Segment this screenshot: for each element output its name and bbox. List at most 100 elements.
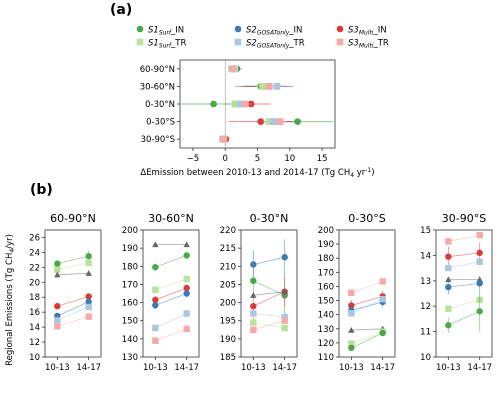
- connector-line: [448, 252, 480, 258]
- series-S2_TR: [348, 295, 386, 317]
- data-point: [85, 252, 92, 260]
- data-point: [348, 344, 355, 352]
- data-point: [152, 286, 159, 294]
- connector-line: [448, 310, 480, 326]
- data-point: [220, 135, 228, 143]
- x-tick-label: 14-17: [272, 363, 297, 373]
- legend-marker: [336, 25, 344, 33]
- data-point: [281, 254, 288, 261]
- subplot-5: 30-90°S 10 11 12 13 14 15 10-13 14-17: [420, 212, 493, 373]
- subplot-3: 0-30°N 185 190 195 200 205 210 215 220 10-13 14-17: [220, 212, 298, 373]
- data-point: [152, 296, 159, 304]
- y-axis-label: Regional Emissions (Tg CH4/yr): [5, 234, 16, 366]
- connector-line: [448, 261, 480, 269]
- data-point: [445, 322, 452, 329]
- connector-line: [253, 256, 285, 265]
- y-tick-label: 0-30°S: [146, 118, 175, 128]
- connector-line: [57, 262, 89, 270]
- x-axis-label: ΔEmission between 2010-13 and 2014-17 (T…: [140, 167, 374, 179]
- y-tick-label: 180: [122, 262, 138, 272]
- y-tick-label: 12: [29, 338, 40, 348]
- data-point: [183, 325, 190, 333]
- series-S1_IN: [54, 250, 92, 267]
- series-S2_IN: [445, 275, 483, 295]
- series-S3_TR: [54, 313, 92, 330]
- y-tick-label: 15: [420, 226, 431, 236]
- y-tick-label: 10: [29, 353, 40, 363]
- data-point: [85, 293, 92, 300]
- data-point: [476, 258, 483, 265]
- connector-line: [448, 282, 480, 288]
- x-tick-label: 10: [284, 154, 295, 164]
- data-point: [445, 283, 452, 291]
- subplot-title: 0-30°N: [250, 212, 289, 225]
- connector-line: [253, 280, 285, 296]
- y-tick-label: 30-90°S: [141, 135, 175, 145]
- legend-label: S3Multi_IN: [348, 26, 387, 37]
- subplot-frame: [435, 229, 493, 358]
- legend-label: S2GOSATonly_TR: [246, 39, 305, 50]
- data-point: [229, 65, 237, 73]
- connector-line: [155, 328, 187, 342]
- series-S2_TR: [152, 310, 190, 332]
- y-tick-label: 195: [220, 317, 236, 327]
- series-S3_TR: [220, 65, 287, 143]
- connector-line: [351, 331, 383, 344]
- x-tick-label: 14-17: [76, 363, 101, 373]
- x-tick-label: 15: [317, 154, 328, 164]
- data-point: [348, 326, 355, 333]
- data-point: [152, 324, 159, 332]
- subplot-4: 0-30°S 110 120 130 140 150 160 170 180 190 200 10-1…: [318, 212, 396, 373]
- data-point: [445, 264, 452, 272]
- subplot-frame: [142, 229, 200, 358]
- legend-marker: [336, 38, 344, 46]
- subplot-title: 60-90°N: [50, 212, 96, 225]
- data-point: [152, 241, 159, 248]
- y-tick-label: 210: [220, 262, 236, 272]
- y-tick-label: 200: [220, 299, 236, 309]
- data-point: [270, 118, 278, 125]
- data-point: [85, 259, 92, 267]
- legend-label: S2GOSATonly_IN: [246, 26, 302, 37]
- legend-marker: [234, 25, 242, 33]
- series-S3_TR: [152, 325, 190, 344]
- data-point: [152, 337, 159, 344]
- data-point: [250, 310, 257, 317]
- panel-label-a: (a): [110, 2, 132, 18]
- series-prior: [445, 276, 483, 283]
- connector-line: [253, 291, 285, 296]
- x-tick-label: 5: [255, 154, 260, 164]
- series-S2_IN: [250, 239, 288, 279]
- data-point: [183, 275, 190, 283]
- subplot-title: 30-60°N: [148, 212, 194, 225]
- data-point: [183, 310, 190, 317]
- legend-marker: [136, 25, 144, 33]
- connector-line: [253, 320, 285, 331]
- connector-line: [351, 298, 383, 314]
- data-point: [250, 303, 257, 310]
- data-point: [379, 278, 386, 285]
- data-point: [348, 289, 355, 296]
- data-point: [54, 266, 61, 273]
- subplot-2: 30-60°N 130 140 150 160 170 180 190 200 10-13 14-1…: [122, 212, 200, 373]
- data-point: [152, 302, 159, 309]
- legend-label: S1Surf_IN: [148, 26, 184, 37]
- y-tick-label: 0-30°N: [145, 100, 175, 110]
- data-point: [445, 253, 452, 260]
- data-point: [54, 303, 61, 310]
- subplot-frame: [44, 229, 102, 358]
- data-point: [379, 295, 386, 303]
- data-point: [281, 324, 288, 332]
- subplot-title: 0-30°S: [348, 212, 385, 225]
- data-point: [241, 100, 249, 108]
- data-point: [250, 326, 257, 333]
- series-S3_TR: [348, 278, 386, 296]
- series-S3_TR: [250, 317, 288, 334]
- y-tick-label: 60-90°N: [140, 65, 175, 75]
- y-tick-label: 215: [220, 244, 236, 254]
- series-S2_IN: [152, 289, 190, 309]
- connector-line: [253, 291, 285, 307]
- subplot-1: 60-90°N 10 12 14 16 18 20 22 24 26 10-13 14-17: [29, 212, 102, 373]
- y-tick-label: 20: [29, 278, 40, 288]
- y-tick-label: 26: [29, 233, 40, 243]
